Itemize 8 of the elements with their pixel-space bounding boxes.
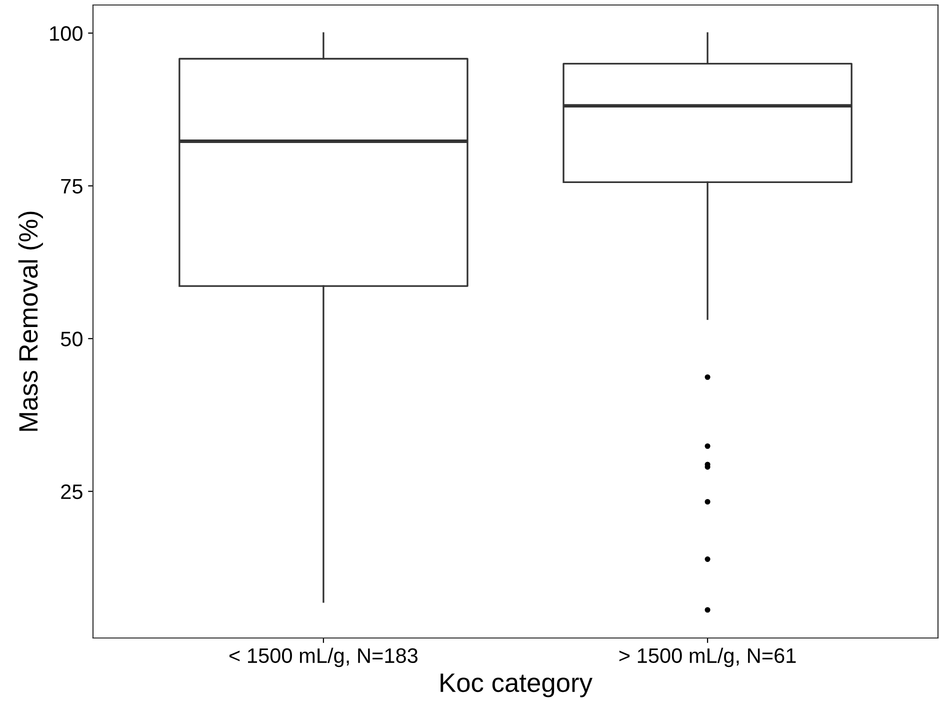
- y-tick-label: 50: [60, 332, 82, 346]
- y-axis-title: Mass Removal (%): [18, 212, 43, 431]
- x-tick-label: < 1500 mL/g, N=183: [230, 648, 418, 668]
- x-axis-title: Koc category: [440, 674, 592, 698]
- y-tick-label: 100: [50, 26, 82, 41]
- y-tick-label: 25: [61, 484, 82, 500]
- y-tick-label: 75: [61, 179, 82, 194]
- x-tick-label: > 1500 mL/g, N=61: [619, 648, 796, 668]
